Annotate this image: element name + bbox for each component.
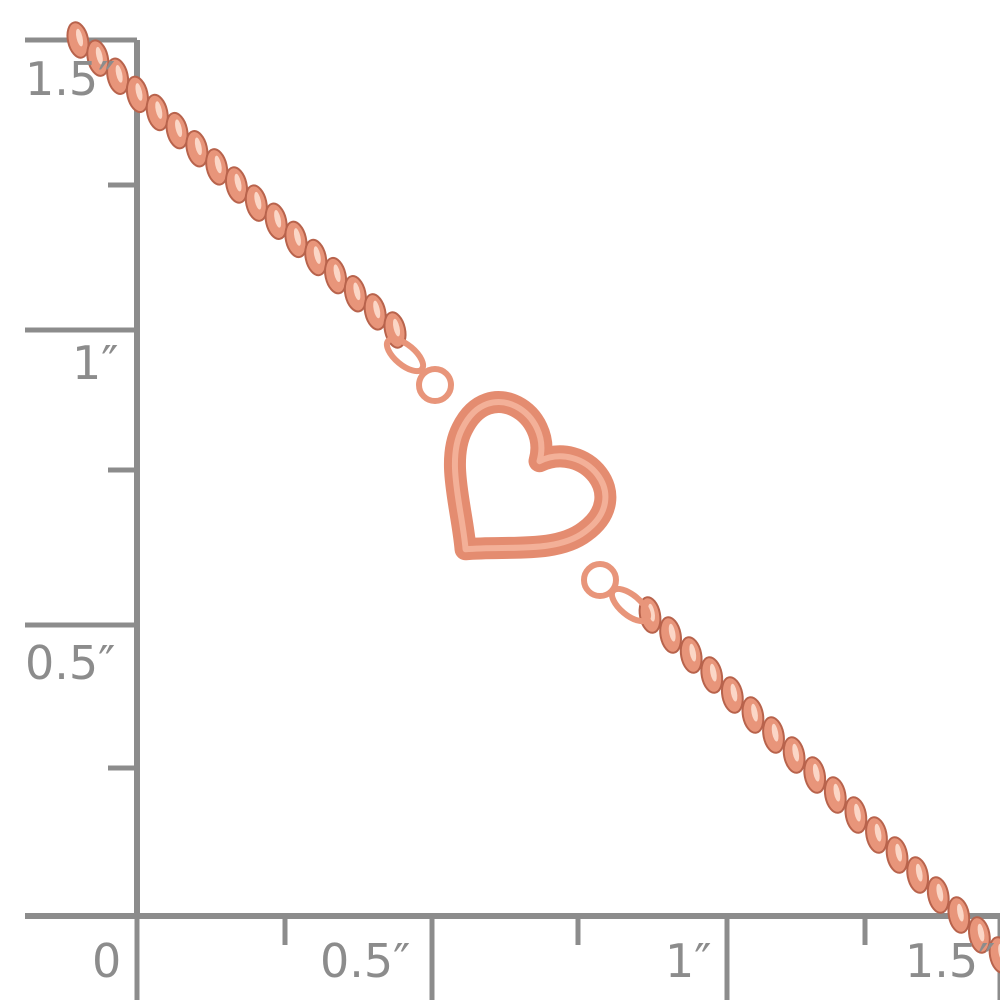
chain-highlight (254, 191, 262, 210)
y-label-0-5: 0.5″ (25, 636, 116, 690)
chain-highlight (373, 300, 381, 319)
x-label-0: 0 (92, 934, 122, 988)
x-label-0-5: 0.5″ (320, 934, 411, 988)
chain-highlight (313, 246, 321, 264)
y-label-1: 1″ (72, 336, 119, 390)
chain-highlight (833, 783, 841, 802)
chain-highlight (75, 28, 84, 47)
jump-ring (383, 335, 427, 375)
chain-highlight (274, 210, 282, 228)
chain-highlight (957, 903, 964, 922)
chain-highlight (915, 863, 923, 882)
chain-highlight (854, 803, 861, 822)
chain-highlight (293, 228, 301, 246)
x-label-1: 1″ (665, 934, 712, 988)
chain-highlight (812, 763, 820, 782)
heart-charm (443, 391, 617, 561)
chain-highlight (751, 703, 758, 722)
chain-twist (988, 936, 1000, 974)
jump-ring (581, 561, 619, 599)
rope-chain (66, 21, 1000, 974)
chain-highlight (95, 46, 103, 65)
chain-highlight (668, 623, 676, 642)
chain-highlight (333, 264, 341, 283)
chain-highlight (792, 743, 800, 762)
chain-highlight (709, 663, 717, 682)
jump-ring (416, 366, 454, 404)
chain-highlight (214, 155, 222, 174)
chain-highlight (135, 83, 143, 101)
chain-highlight (771, 723, 779, 742)
chain-highlight (234, 173, 242, 192)
chain-highlight (689, 643, 697, 662)
chain-highlight (895, 843, 903, 862)
jump-ring (608, 585, 652, 625)
chain-highlight (392, 318, 401, 337)
x-label-1-5: 1.5″ (905, 934, 996, 988)
chain-highlight (977, 923, 985, 942)
chain-highlight (730, 683, 738, 702)
chain-highlight (194, 137, 202, 156)
chain-highlight (353, 282, 361, 301)
chain-highlight (175, 119, 183, 138)
chain-highlight (155, 101, 163, 119)
chain-highlight (936, 883, 944, 902)
chain-highlight (874, 823, 882, 842)
chain-highlight (115, 65, 123, 83)
y-label-1-5: 1.5″ (25, 52, 116, 106)
ruler (25, 37, 1000, 1000)
